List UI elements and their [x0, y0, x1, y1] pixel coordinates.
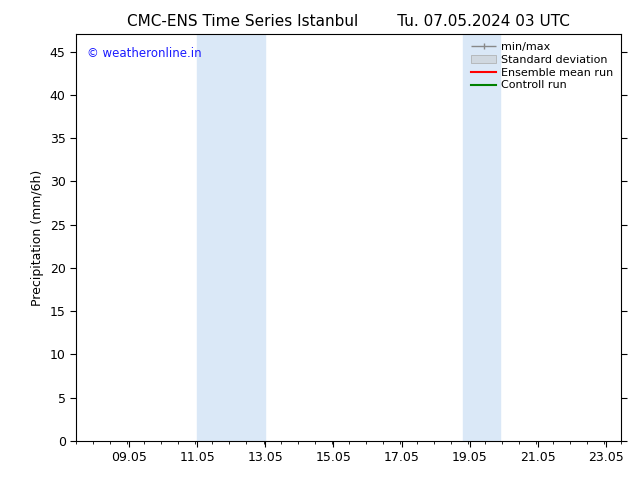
Bar [463, 34, 500, 441]
Title: CMC-ENS Time Series Istanbul        Tu. 07.05.2024 03 UTC: CMC-ENS Time Series Istanbul Tu. 07.05.2… [127, 14, 570, 29]
Bar [197, 34, 265, 441]
Text: © weatheronline.in: © weatheronline.in [87, 47, 202, 59]
Y-axis label: Precipitation (mm/6h): Precipitation (mm/6h) [31, 170, 44, 306]
Legend: min/max, Standard deviation, Ensemble mean run, Controll run: min/max, Standard deviation, Ensemble me… [469, 40, 616, 93]
